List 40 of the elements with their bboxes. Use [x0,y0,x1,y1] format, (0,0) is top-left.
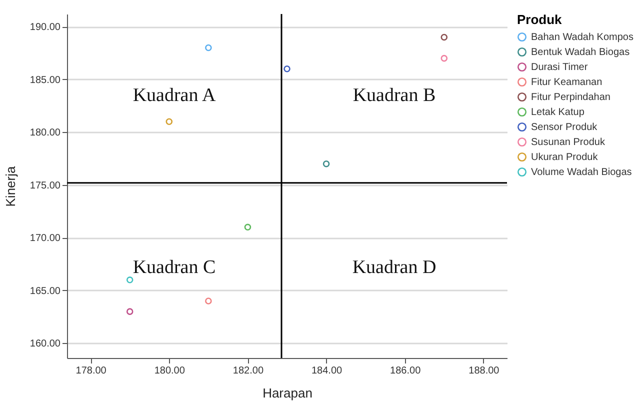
legend-label: Volume Wadah Biogas [531,167,632,178]
x-tick-label: 186.00 [390,366,422,376]
x-tick-label: 184.00 [311,366,343,376]
legend-label: Letak Katup [531,107,585,118]
point [205,44,212,52]
y-tick-label: 185.00 [30,74,61,86]
legend-label: Ukuran Produk [531,152,599,163]
annotation: Kuadran B [352,85,436,106]
y-tick-label: 165.00 [30,286,61,297]
legend-label: Sensor Produk [531,122,598,133]
y-tick-label: 170.00 [30,233,61,244]
legend-label: Fitur Perpindahan [531,92,610,103]
legend-label: Durasi Timer [531,62,588,73]
x-tick-label: 188.00 [468,366,500,376]
legend-label: Fitur Keamanan [531,77,602,88]
annotation: Kuadran C [132,256,216,278]
x-tick-label: 182.00 [232,366,264,376]
x-tick-label: 178.00 [76,366,107,376]
point [440,54,448,62]
point [166,118,173,126]
point [440,34,448,41]
y-axis-title: Kinerja [2,166,18,207]
y-tick-label: 180.00 [30,128,61,139]
annotation: Kuadran A [132,85,216,106]
y-tick-label: 160.00 [30,338,61,350]
point [322,160,330,168]
legend-title: Produk [517,12,563,27]
point [205,298,212,304]
x-tick-label: 180.00 [154,366,186,376]
point [284,65,290,72]
y-tick-label: 190.00 [30,22,61,34]
annotation: Kuadran D [352,256,436,278]
x-axis-title: Harapan [262,386,312,400]
y-tick-label: 175.00 [30,180,61,192]
legend-label: Susunan Produk [531,137,606,148]
legend-label: Bahan Wadah Kompos [531,32,634,43]
point [244,224,252,231]
point [126,276,134,284]
legend-label: Bentuk Wadah Biogas [531,47,630,58]
point [126,308,134,315]
